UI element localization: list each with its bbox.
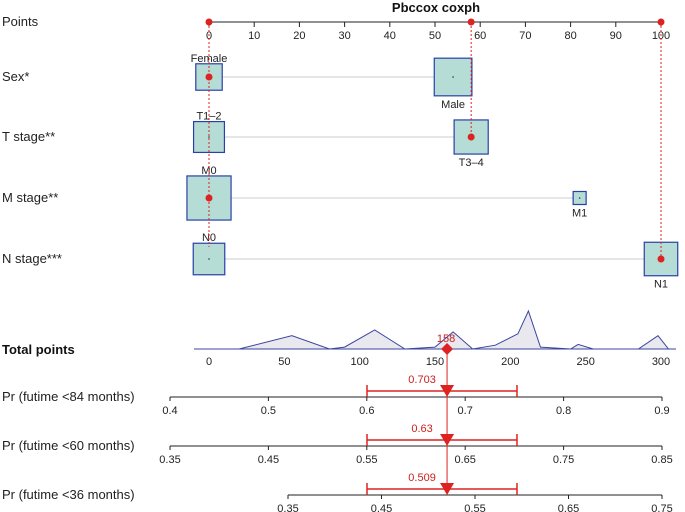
points-axis-tick-label: 70: [519, 30, 531, 42]
variable-label: M stage**: [2, 190, 58, 205]
selected-level-marker: [467, 133, 475, 141]
selected-level-marker: [205, 194, 213, 202]
points-axis-tick-label: 60: [474, 30, 486, 42]
level-center-dot: [208, 258, 210, 260]
probability-axis-tick-label: 0.4: [162, 405, 177, 417]
probability-axis-tick-label: 0.35: [277, 503, 298, 512]
connector-layer: [209, 76, 661, 260]
probability-axis-tick-label: 0.45: [258, 454, 279, 466]
probability-value: 0.63: [411, 423, 432, 435]
variable-label: T stage**: [2, 129, 55, 144]
chart-title: Pbccox coxph: [392, 0, 480, 15]
probability-axis-tick-label: 0.8: [556, 405, 571, 417]
selected-level-marker: [657, 255, 665, 263]
level-label: Male: [441, 99, 465, 111]
probability-axis-tick-label: 0.85: [651, 454, 672, 466]
level-label: T3–4: [459, 157, 484, 169]
total-points-tick-label: 100: [350, 356, 368, 368]
probability-axis-tick-label: 0.75: [651, 503, 672, 512]
total-points-tick-label: 0: [206, 356, 212, 368]
points-axis-tick-label: 80: [564, 30, 576, 42]
level-center-dot: [452, 76, 454, 78]
axes-layer: Points 0 10 20 30 40 50 60 70 80 90 100 Sex* T stage*…: [2, 14, 676, 512]
probability-axis-tick-label: 0.45: [371, 503, 392, 512]
variable-label: Sex*: [2, 69, 29, 84]
probability-axis-tick-label: 0.6: [359, 405, 374, 417]
total-points-tick-label: 150: [426, 356, 444, 368]
probability-marker: [440, 483, 455, 495]
level-label: M1: [572, 208, 587, 220]
points-axis-tick-label: 50: [429, 30, 441, 42]
total-points-label: Total points: [2, 342, 75, 357]
selected-level-marker: [205, 73, 213, 81]
points-axis-tick-label: 20: [293, 30, 305, 42]
level-label: N1: [654, 279, 668, 291]
probability-value: 0.703: [408, 374, 436, 386]
total-points-tick-label: 250: [576, 356, 594, 368]
probability-axis-tick-label: 0.55: [356, 454, 377, 466]
level-label: T1–2: [196, 111, 221, 123]
total-points-value: 158: [437, 333, 455, 345]
probability-marker: [440, 385, 455, 397]
probability-axis-tick-label: 0.75: [553, 454, 574, 466]
probability-axis-tick-label: 0.7: [458, 405, 473, 417]
points-axis-tick-label: 40: [384, 30, 396, 42]
probability-axis-label: Pr (futime <36 months): [2, 487, 135, 502]
probability-axis-tick-label: 0.65: [558, 503, 579, 512]
probability-axis-tick-label: 0.35: [159, 454, 180, 466]
probability-axis-tick-label: 0.5: [261, 405, 276, 417]
probability-value: 0.509: [408, 472, 436, 484]
total-points-tick-label: 300: [652, 356, 670, 368]
total-points-density: [209, 309, 670, 350]
variable-label: N stage***: [2, 251, 62, 266]
selection-layer: 158 0.703 0.63 0.509: [205, 18, 665, 495]
probability-axis-label: Pr (futime <84 months): [2, 389, 135, 404]
probability-axis-tick-label: 0.65: [454, 454, 475, 466]
points-axis-tick-label: 30: [338, 30, 350, 42]
probability-marker: [440, 434, 455, 446]
total-points-tick-label: 200: [501, 356, 519, 368]
points-axis-label: Points: [2, 14, 39, 29]
points-axis-tick-label: 90: [610, 30, 622, 42]
total-points-tick-label: 50: [278, 356, 290, 368]
level-center-dot: [208, 136, 210, 138]
points-axis-tick-label: 10: [248, 30, 260, 42]
probability-axis-tick-label: 0.55: [464, 503, 485, 512]
probability-axis-label: Pr (futime <60 months): [2, 438, 135, 453]
level-center-dot: [578, 197, 581, 199]
probability-axis-tick-label: 0.9: [654, 405, 669, 417]
